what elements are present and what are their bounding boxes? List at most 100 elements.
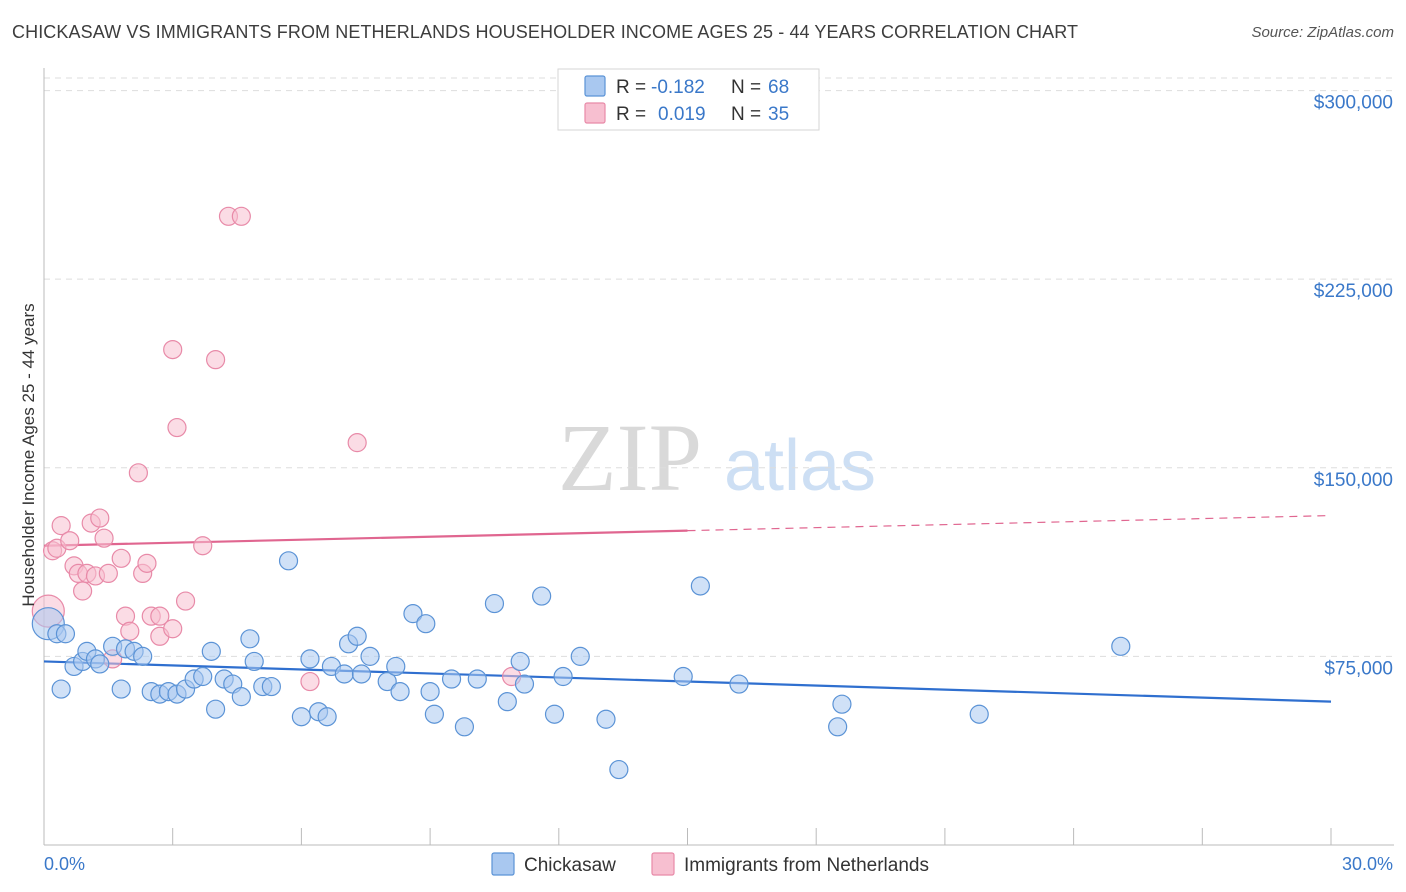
netherlands-point: [150, 606, 170, 626]
chickasaw-point: [51, 679, 71, 699]
chickasaw-point: [300, 649, 320, 669]
netherlands-point: [231, 206, 251, 226]
netherlands-point: [51, 516, 71, 536]
legend-r-label-2: R =: [616, 104, 646, 125]
netherlands-point: [94, 528, 114, 548]
chickasaw-point: [424, 704, 444, 724]
chickasaw-point: [832, 694, 852, 714]
netherlands-point: [163, 339, 183, 360]
netherlands-point: [137, 553, 157, 573]
x-tick-label-max: 30.0%: [1342, 854, 1393, 874]
legend-n-value-2: 35: [768, 104, 789, 125]
y-axis-label: Householder Income Ages 25 - 44 years: [19, 303, 38, 606]
chickasaw-point: [441, 669, 462, 689]
chickasaw-point: [969, 704, 989, 724]
netherlands-point: [300, 671, 320, 692]
chickasaw-point: [133, 646, 153, 666]
chickasaw-point: [291, 707, 311, 727]
chickasaw-point: [377, 671, 397, 692]
chickasaw-point: [360, 646, 380, 666]
y-tick-label: $75,000: [1324, 658, 1393, 679]
chickasaw-point: [553, 666, 573, 687]
chickasaw-point: [90, 654, 110, 674]
legend-n-label-2: N =: [731, 104, 761, 125]
chickasaw-point: [514, 674, 535, 694]
chickasaw-point: [240, 629, 260, 649]
legend-r-value-1: -0.182: [651, 77, 705, 98]
axes: [43, 68, 1394, 846]
netherlands-point: [128, 463, 148, 483]
bottom-legend-swatch-netherlands: [651, 852, 675, 876]
y-tick-label: $300,000: [1314, 93, 1393, 114]
chickasaw-point: [111, 679, 131, 699]
netherlands-point: [111, 548, 131, 568]
y-tick-label: $150,000: [1314, 470, 1393, 491]
chickasaw-point: [420, 681, 440, 702]
chickasaw-point: [55, 624, 76, 644]
legend-n-value-1: 68: [768, 77, 789, 98]
chickasaw-point: [1111, 636, 1131, 656]
chickasaw-point: [231, 687, 251, 707]
netherlands-trend-extension: [687, 514, 1332, 532]
chickasaw-point: [403, 604, 423, 624]
netherlands-point: [60, 531, 80, 551]
chickasaw-point: [729, 674, 749, 694]
x-tick-label-min: 0.0%: [44, 854, 85, 874]
legend-n-label-1: N =: [731, 77, 761, 98]
chickasaw-point: [570, 646, 590, 666]
chickasaw-point: [673, 666, 693, 687]
chickasaw-point: [828, 717, 848, 737]
chickasaw-point: [334, 664, 354, 684]
netherlands-point: [73, 581, 93, 601]
netherlands-point: [98, 563, 118, 584]
tick-labels: $75,000 $150,000 $225,000 $300,000 0.0% 30.0%: [44, 93, 1393, 874]
chickasaw-point: [317, 707, 337, 727]
chart-title: CHICKASAW VS IMMIGRANTS FROM NETHERLANDS…: [12, 22, 1079, 42]
source-note: Source: ZipAtlas.com: [1251, 24, 1394, 41]
chickasaw-point: [244, 651, 264, 672]
chickasaw-point: [201, 641, 221, 661]
chickasaw-point: [193, 666, 213, 687]
netherlands-point: [193, 536, 213, 556]
chickasaw-point: [386, 656, 406, 677]
netherlands-point: [90, 508, 110, 528]
watermark-zip: ZIP: [558, 404, 702, 511]
netherlands-trend-line: [43, 529, 688, 547]
chickasaw-point: [347, 626, 367, 646]
chickasaw-point: [416, 614, 436, 634]
legend-r-value-2: 0.019: [658, 104, 706, 125]
chickasaw-point: [690, 576, 710, 596]
netherlands-point: [347, 433, 367, 453]
legend-top: R = -0.182 N = 68 R = 0.019 N = 35: [557, 68, 820, 131]
bottom-legend-label-netherlands: Immigrants from Netherlands: [684, 855, 929, 876]
chickasaw-point: [261, 676, 281, 697]
chickasaw-point: [510, 651, 530, 672]
netherlands-point: [167, 417, 187, 438]
chickasaw-point: [532, 586, 552, 606]
data-points: [31, 206, 1131, 780]
bottom-legend-swatch-chickasaw: [491, 852, 515, 876]
bottom-legend-label-chickasaw: Chickasaw: [524, 855, 616, 876]
chickasaw-point: [497, 692, 517, 712]
legend-swatch-netherlands: [584, 102, 606, 124]
y-tick-label: $225,000: [1314, 281, 1393, 302]
chickasaw-point: [544, 704, 565, 724]
legend-swatch-chickasaw: [584, 75, 606, 97]
chickasaw-point: [467, 669, 487, 689]
chickasaw-point: [596, 709, 616, 729]
chickasaw-point: [390, 681, 410, 702]
chickasaw-point: [206, 699, 226, 719]
legend-r-label-1: R =: [616, 77, 646, 98]
watermark-atlas: atlas: [724, 426, 876, 506]
chickasaw-point: [351, 664, 372, 684]
netherlands-point: [175, 591, 196, 611]
legend-bottom: Chickasaw Immigrants from Netherlands: [491, 852, 929, 876]
gridlines: [44, 77, 1394, 657]
chickasaw-point: [609, 759, 629, 780]
chickasaw-point: [278, 551, 299, 571]
netherlands-point: [206, 350, 226, 370]
chickasaw-point: [484, 593, 505, 614]
netherlands-point: [163, 619, 183, 639]
chickasaw-point: [454, 717, 475, 737]
